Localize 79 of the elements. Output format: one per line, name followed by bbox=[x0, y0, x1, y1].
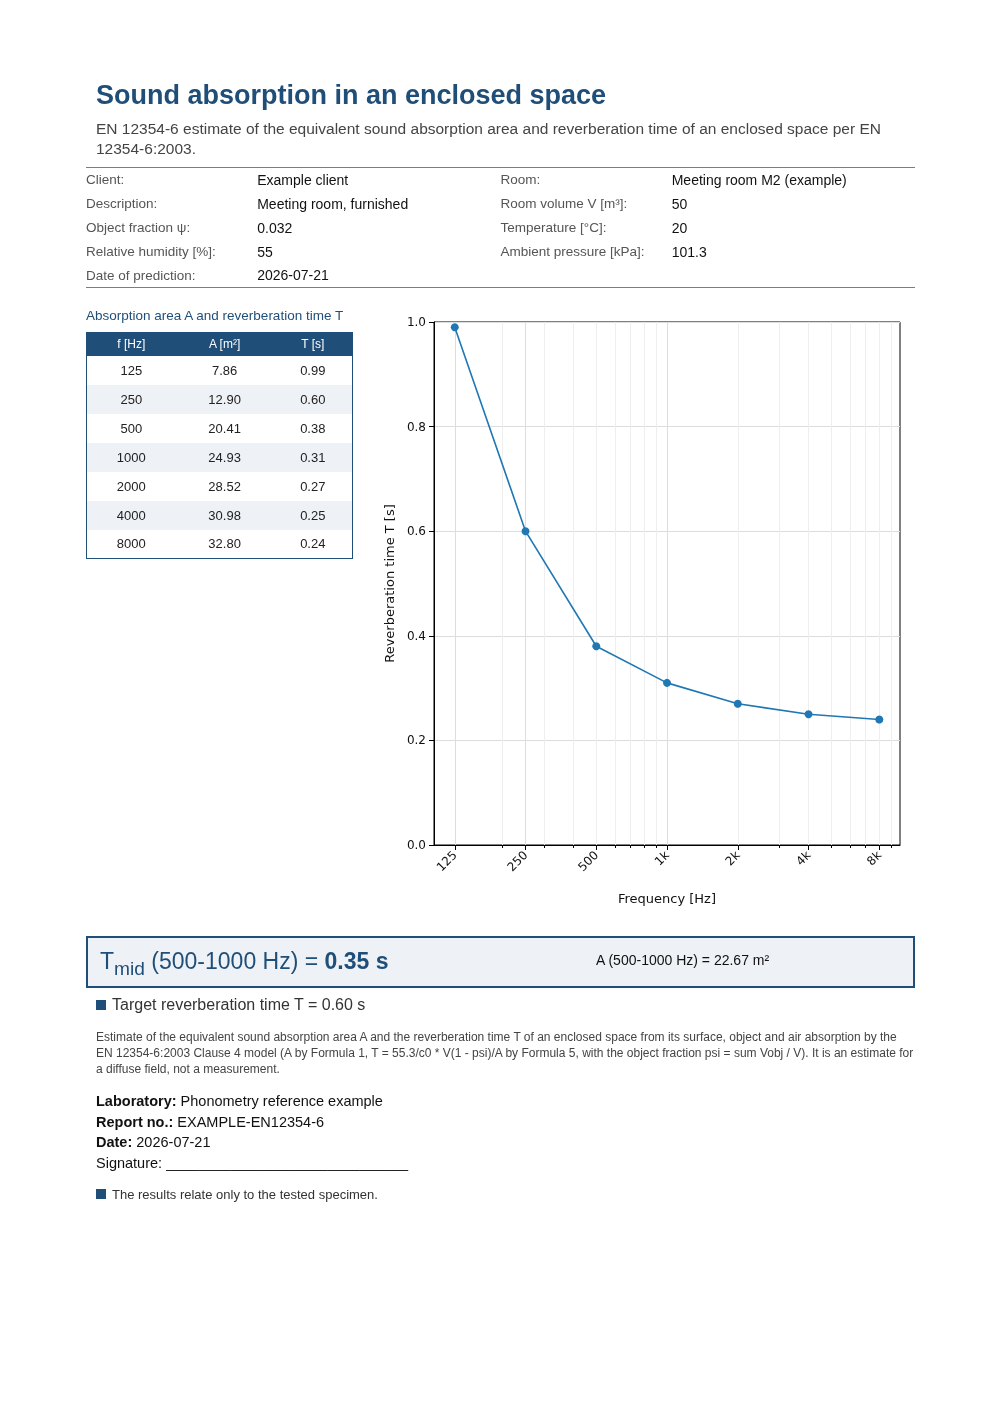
y-axis-title: Reverberation time T [s] bbox=[382, 504, 397, 663]
text: 30.98 bbox=[207, 506, 242, 525]
text: 55 bbox=[257, 242, 274, 262]
text: 0.31 bbox=[299, 448, 327, 467]
text: Report no.: bbox=[96, 1113, 174, 1130]
text: 2026-07-21 bbox=[136, 1134, 211, 1150]
text: Estimate of the equivalent sound absorption area A and the reverberation time T of an enclosed space from its surface, object and air absorption by the EN 12354-6:2003 Clause 4 model (A by Formula 1, T = 55.3/c0 * V(1 - psi)/A by Formula 5, with the object fraction psi = sum Vobj / V). It is an estimate for a diffuse field, not a measurement. bbox=[96, 1029, 915, 1077]
y-tick-label: 0.8 bbox=[406, 419, 426, 434]
text: 0.032 bbox=[257, 218, 294, 238]
text: Sound absorption in an enclosed space bbox=[96, 80, 608, 111]
text: T$_{mid}$ (500-1000 Hz) = bbox=[100, 948, 319, 979]
x-tick-label: 4k bbox=[793, 848, 814, 869]
text: 1000 bbox=[115, 448, 147, 467]
point bbox=[592, 642, 601, 651]
y-tick-label: 0.0 bbox=[406, 838, 426, 852]
text: Meeting room, furnished bbox=[257, 194, 410, 214]
text: 7.86 bbox=[210, 361, 239, 380]
text: 0.25 bbox=[299, 506, 327, 525]
text: 0.27 bbox=[299, 477, 327, 496]
x-tick-label: 125 bbox=[433, 848, 460, 875]
text: 0.35 s bbox=[324, 948, 389, 974]
point bbox=[804, 710, 813, 719]
point bbox=[875, 715, 884, 724]
category-label: A [m²] bbox=[207, 336, 242, 354]
text: Example client bbox=[257, 170, 350, 190]
text: 32.80 bbox=[207, 535, 242, 554]
text: Date: bbox=[96, 1134, 133, 1150]
text: 4000 bbox=[115, 506, 147, 525]
text: Laboratory: bbox=[96, 1093, 177, 1109]
text: EN 12354-6 estimate of the equivalent sound absorption area and reverberation time of an enclosed space per EN 12354-6:2003. bbox=[96, 119, 882, 159]
point bbox=[663, 678, 672, 687]
point bbox=[450, 323, 459, 332]
text: 20 bbox=[671, 218, 689, 238]
y-tick-label: 0.2 bbox=[406, 733, 426, 748]
x-axis-title: Frequency [Hz] bbox=[617, 891, 717, 906]
x-tick-label: 8k bbox=[864, 848, 885, 869]
point bbox=[733, 699, 742, 708]
text: 2000 bbox=[115, 477, 147, 496]
text: Client: bbox=[86, 171, 126, 190]
y-tick-label: 0.6 bbox=[406, 524, 426, 539]
text: Ambient pressure [kPa]: bbox=[500, 243, 646, 261]
y-tick-label: 1.0 bbox=[406, 315, 426, 329]
text: EXAMPLE-EN12354-6 bbox=[177, 1113, 325, 1130]
category-label: f [Hz] bbox=[116, 336, 147, 354]
text: 0.99 bbox=[299, 361, 327, 380]
text: 0.38 bbox=[299, 419, 327, 438]
text: 28.52 bbox=[207, 477, 242, 496]
text: 12.90 bbox=[207, 390, 242, 409]
text: Signature: ______________________________ bbox=[96, 1153, 410, 1173]
text: Meeting room M2 (example) bbox=[671, 170, 848, 190]
category-label: T [s] bbox=[300, 336, 326, 354]
text: 101.3 bbox=[671, 242, 708, 262]
y-tick-label: 0.4 bbox=[406, 628, 426, 643]
text: 24.93 bbox=[207, 448, 242, 467]
text: 0.24 bbox=[299, 535, 327, 554]
text: Temperature [°C]: bbox=[500, 219, 608, 237]
text: 500 bbox=[119, 419, 144, 438]
text: 125 bbox=[119, 361, 144, 380]
text: Target reverberation time T = 0.60 s bbox=[111, 996, 367, 1014]
text: The results relate only to the tested specimen. bbox=[111, 1187, 379, 1202]
x-tick-label: 2k bbox=[722, 848, 743, 869]
text: 2026-07-21 bbox=[257, 266, 330, 286]
text: Room volume V [m³]: bbox=[500, 195, 629, 213]
text: Room: bbox=[500, 171, 542, 190]
text: 250 bbox=[119, 390, 144, 409]
text: Absorption area A and reverberation time T bbox=[86, 308, 345, 323]
text: 0.60 bbox=[299, 390, 327, 409]
text: Phonometry reference example bbox=[180, 1093, 383, 1109]
text: Date of prediction: bbox=[86, 266, 197, 285]
x-tick-label: 1k bbox=[651, 848, 672, 869]
text: 8000 bbox=[115, 535, 147, 554]
text: Object fraction ψ: bbox=[86, 219, 192, 237]
text: 50 bbox=[671, 194, 689, 214]
text: 20.41 bbox=[207, 419, 242, 438]
x-tick-label: 500 bbox=[575, 848, 602, 875]
text: Relative humidity [%]: bbox=[86, 243, 217, 261]
text: Description: bbox=[86, 195, 159, 213]
text: A (500-1000 Hz) = 22.67 m² bbox=[596, 952, 770, 968]
point bbox=[521, 527, 530, 536]
